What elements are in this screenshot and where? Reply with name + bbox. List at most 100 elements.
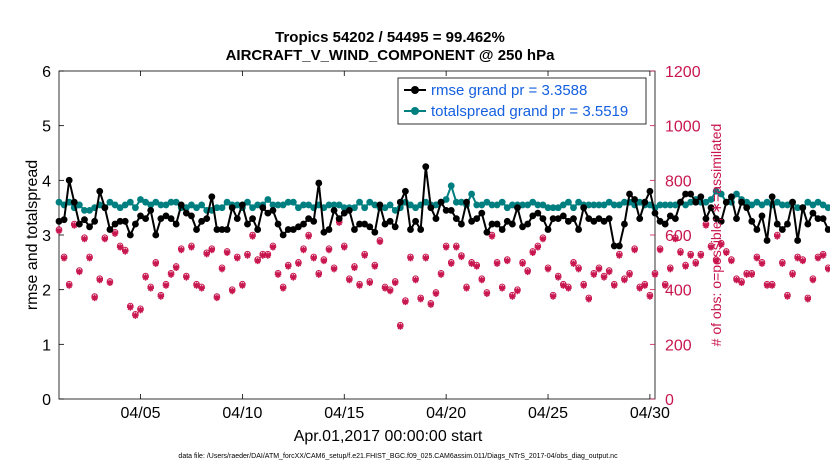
legend-rmse-label: rmse grand pr = 3.3588 [431, 82, 587, 99]
obs-assimilated-point [687, 252, 694, 259]
obs-assimilated-point [794, 255, 801, 262]
totalspread-point [295, 204, 302, 212]
y-tick-label: 4 [42, 173, 51, 190]
totalspread-point [366, 198, 374, 206]
obs-assimilated-point [707, 244, 715, 251]
obs-assimilated-point [738, 279, 745, 287]
rmse-point [697, 193, 705, 201]
rmse-point [361, 220, 369, 228]
obs-assimilated-point [259, 252, 266, 259]
totalspread-point [167, 198, 175, 206]
x-tick-label: 04/05 [120, 405, 160, 422]
obs-assimilated-point [585, 296, 592, 303]
obs-assimilated-point [244, 252, 251, 259]
rmse-point [167, 215, 175, 223]
obs-assimilated-point [442, 244, 450, 251]
rmse-point [238, 201, 246, 209]
totalspread-point [152, 198, 160, 206]
rmse-point [442, 207, 450, 214]
rmse-point [554, 215, 562, 223]
rmse-point [407, 226, 414, 233]
rmse-point [366, 223, 374, 231]
obs-assimilated-point [285, 263, 292, 270]
obs-assimilated-point [488, 233, 496, 240]
obs-assimilated-point [784, 293, 791, 300]
obs-assimilated-point [127, 304, 134, 311]
rmse-point [345, 207, 353, 214]
obs-assimilated-point [570, 260, 577, 267]
rmse-point [687, 190, 695, 198]
rmse-point [733, 215, 740, 223]
rmse-point [376, 201, 384, 209]
legend-spread-marker [411, 107, 419, 115]
totalspread-point [452, 198, 460, 206]
legend-box [397, 77, 647, 125]
rmse-point [300, 220, 307, 228]
totalspread-point [565, 198, 572, 206]
totalspread-point [126, 198, 134, 206]
rmse-point [666, 212, 674, 220]
obs-assimilated-point [641, 282, 649, 289]
obs-assimilated-point [65, 282, 73, 289]
totalspread-point [804, 198, 812, 206]
obs-assimilated-point [580, 282, 587, 289]
rmse-point [656, 217, 664, 225]
totalspread-point [116, 204, 124, 212]
obs-assimilated-point [335, 219, 343, 226]
totalspread-point [335, 201, 343, 209]
rmse-point [794, 237, 802, 244]
totalspread-point [137, 196, 144, 203]
totalspread-point [157, 201, 165, 209]
rmse-point [432, 215, 440, 223]
obs-assimilated-point [723, 249, 730, 256]
totalspread-point [351, 204, 358, 212]
totalspread-point [422, 198, 430, 206]
obs-assimilated-point [407, 255, 414, 262]
obs-assimilated-point [392, 279, 399, 287]
obs-assimilated-point [101, 235, 109, 243]
rmse-point [427, 204, 435, 212]
rmse-point [804, 220, 812, 228]
obs-assimilated-point [814, 255, 822, 262]
totalspread-point [508, 201, 516, 209]
totalspread-point [763, 198, 771, 206]
footer-data-file: data file: /Users/raeder/DAI/ATM_forcXX/… [178, 453, 618, 460]
rmse-point [279, 231, 287, 239]
obs-assimilated-point [157, 293, 165, 300]
totalspread-point [702, 198, 710, 206]
obs-assimilated-point [397, 323, 404, 330]
rmse-point [605, 215, 613, 223]
rmse-point [600, 217, 608, 225]
totalspread-point [544, 204, 552, 212]
obs-assimilated-point [167, 271, 175, 278]
obs-assimilated-point [534, 244, 542, 251]
rmse-point [493, 220, 501, 228]
totalspread-point [534, 201, 542, 209]
rmse-point [559, 212, 567, 220]
obs-assimilated-point [539, 235, 547, 243]
totalspread-point [407, 201, 414, 209]
obs-assimilated-point [779, 260, 786, 267]
obs-assimilated-point [320, 257, 328, 265]
x-tick-label: 04/25 [528, 405, 568, 422]
obs-assimilated-point [774, 233, 781, 240]
rmse-point [814, 215, 822, 223]
obs-assimilated-point [768, 282, 776, 289]
rmse-point [386, 217, 394, 225]
totalspread-point [142, 198, 149, 206]
obs-assimilated-point [453, 244, 460, 251]
totalspread-point [687, 198, 695, 206]
obs-assimilated-point [498, 285, 506, 292]
obs-assimilated-point [361, 252, 368, 259]
rmse-point [748, 217, 756, 225]
obs-assimilated-point [330, 265, 338, 273]
totalspread-point [585, 201, 593, 209]
totalspread-point [636, 198, 644, 206]
totalspread-point [671, 201, 679, 209]
rmse-point [101, 204, 109, 212]
obs-assimilated-point [376, 238, 384, 246]
totalspread-point [264, 196, 272, 203]
rmse-point [70, 198, 78, 206]
obs-assimilated-point [325, 246, 333, 254]
totalspread-point [814, 198, 822, 206]
